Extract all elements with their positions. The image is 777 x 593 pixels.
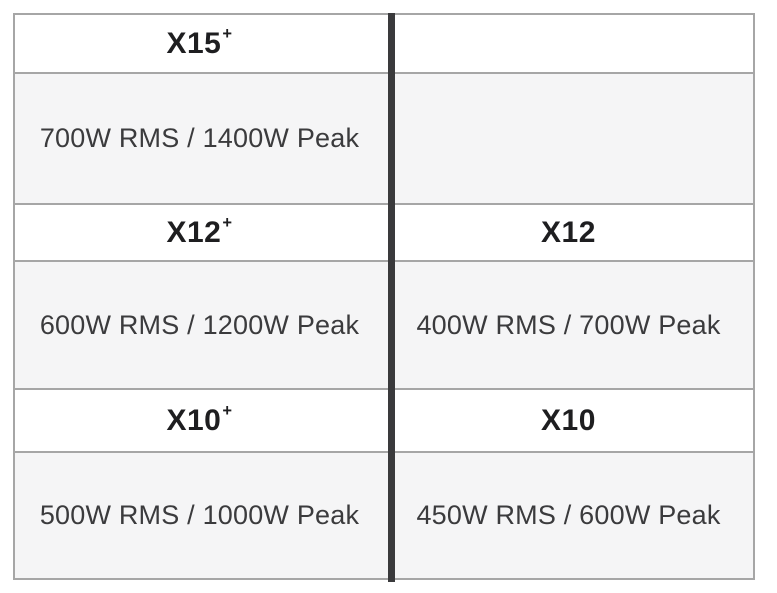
- spec-cell-x10-plus: 500W RMS / 1000W Peak: [15, 453, 384, 578]
- spec-text: 500W RMS / 1000W Peak: [39, 500, 360, 530]
- model-name: X15: [166, 26, 222, 60]
- model-cell-x10: X10: [384, 390, 753, 453]
- spec-text: 450W RMS / 600W Peak: [416, 500, 721, 530]
- column-plus-series: X15 + 700W RMS / 1400W Peak X12 + 600W RMS…: [15, 15, 384, 578]
- column-standard-series: X12 400W RMS / 700W Peak X10 450W RMS / …: [384, 15, 753, 578]
- model-cell-x10-plus: X10 +: [15, 390, 384, 453]
- model-name: X12: [541, 215, 596, 249]
- model-name: X10: [166, 403, 222, 437]
- column-divider-bar: [388, 13, 395, 582]
- model-plus-suffix: +: [222, 401, 233, 420]
- spec-cell-x12-plus: 600W RMS / 1200W Peak: [15, 262, 384, 390]
- spec-text: 600W RMS / 1200W Peak: [39, 309, 360, 340]
- model-cell-empty: [384, 15, 753, 74]
- model-cell-x12-plus: X12 +: [15, 205, 384, 262]
- model-cell-x15-plus: X15 +: [15, 15, 384, 74]
- model-name: X12: [166, 215, 222, 249]
- model-plus-suffix: +: [222, 213, 233, 232]
- spec-cell-empty: [384, 74, 753, 205]
- model-name: X10: [541, 403, 596, 437]
- model-plus-suffix: +: [222, 24, 233, 43]
- model-comparison-table: X15 + 700W RMS / 1400W Peak X12 + 600W RMS…: [13, 13, 755, 582]
- spec-cell-x12: 400W RMS / 700W Peak: [384, 262, 753, 390]
- spec-text: 400W RMS / 700W Peak: [416, 309, 721, 340]
- spec-cell-x10: 450W RMS / 600W Peak: [384, 453, 753, 578]
- spec-text: 700W RMS / 1400W Peak: [39, 123, 360, 153]
- spec-cell-x15-plus: 700W RMS / 1400W Peak: [15, 74, 384, 205]
- model-cell-x12: X12: [384, 205, 753, 262]
